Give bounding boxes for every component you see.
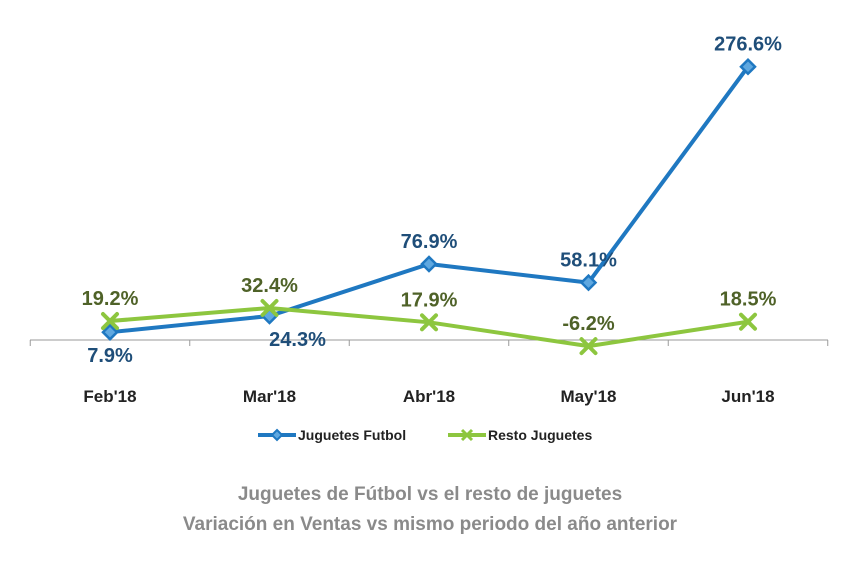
legend-item: Juguetes Futbol [258,427,406,443]
data-label: 17.9% [401,289,458,311]
point-marker-diamond [101,323,119,341]
data-label: -6.2% [562,313,614,335]
x-axis [29,339,829,346]
point-marker-x [260,298,279,317]
x-tick-label: Feb'18 [83,387,136,406]
legend: Juguetes Futbol Resto Juguetes [258,427,592,443]
x-tick-label: Mar'18 [243,387,296,406]
caption-line-2: Variación en Ventas vs mismo periodo del… [183,514,678,535]
x-tick-label: Jun'18 [721,387,774,406]
point-marker-diamond [420,255,438,273]
data-label: 276.6% [714,34,782,56]
x-tick-label: Abr'18 [403,387,455,406]
data-label: 32.4% [241,275,298,297]
legend-marker-diamond [270,428,284,442]
point-marker-diamond [739,57,757,76]
data-label: 58.1% [560,250,617,272]
data-label: 24.3% [269,329,326,351]
legend-label: Juguetes Futbol [298,427,406,443]
caption-line-1: Juguetes de Fútbol vs el resto de juguet… [238,484,622,505]
point-marker-x [101,312,119,331]
data-label: 19.2% [82,288,139,310]
series-markers [101,57,757,356]
point-marker-x [739,312,757,331]
point-marker-x [579,337,598,356]
legend-label: Resto Juguetes [488,427,592,443]
x-tick-label: May'18 [560,387,616,406]
data-label: 18.5% [720,289,777,311]
legend-item: Resto Juguetes [448,427,592,443]
data-label: 76.9% [401,231,458,253]
category-labels: Feb'18 Mar'18 Abr'18 May'18 Jun'18 [83,387,774,406]
point-marker-diamond [579,273,598,292]
data-labels: 7.9% 24.3% 76.9% 58.1% 276.6% 19.2% 32.4% 17.9%… [82,34,782,367]
point-marker-x [420,313,438,332]
data-label: 7.9% [87,345,133,367]
